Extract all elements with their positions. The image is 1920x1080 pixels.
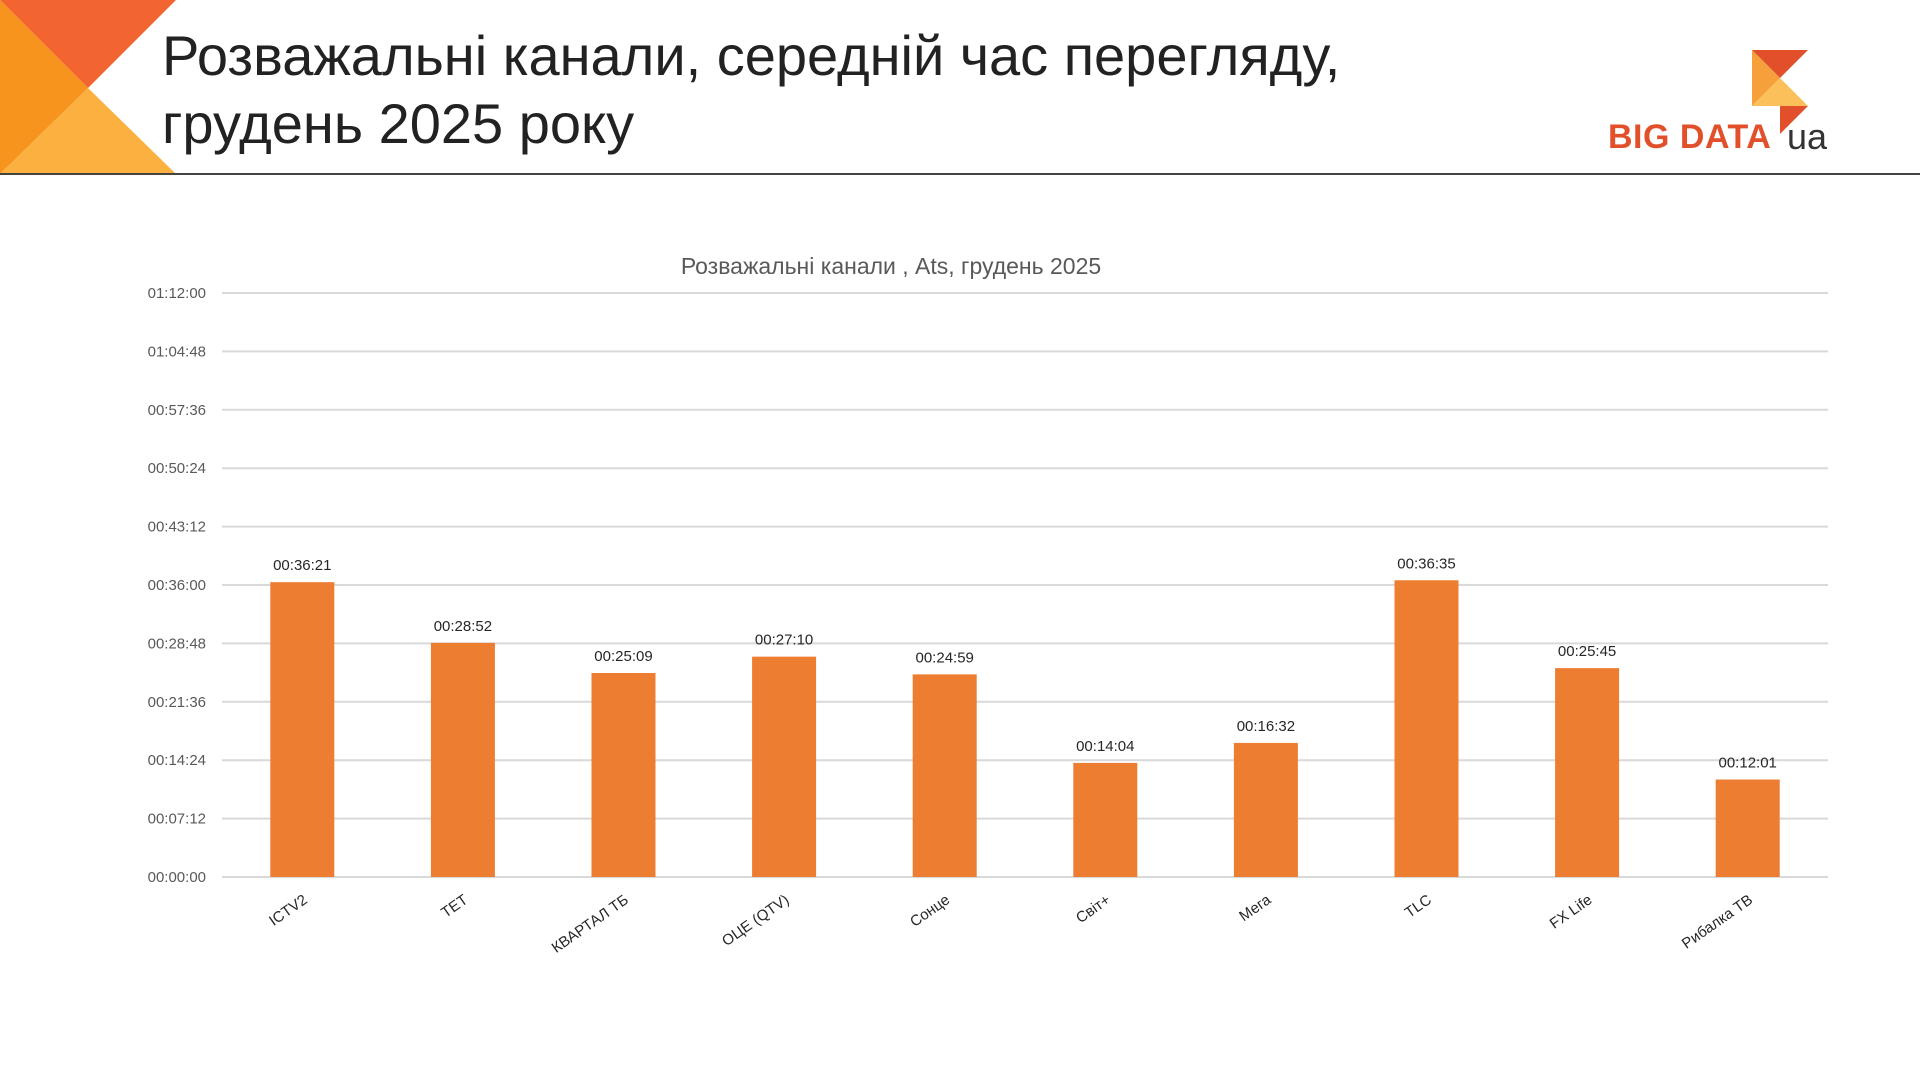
y-tick-label: 01:04:48 (148, 343, 206, 360)
x-tick-label: Рибалка ТВ (1679, 891, 1756, 952)
bar (752, 656, 817, 877)
data-label: 00:25:09 (594, 648, 652, 665)
y-tick-label: 00:50:24 (148, 460, 206, 477)
bar-chart: Розважальні канали , Ats, грудень 2025 0… (148, 253, 1828, 957)
chart-title: Розважальні канали , Ats, грудень 2025 (681, 253, 1101, 279)
x-tick-label: Сонце (907, 891, 953, 930)
x-tick-label: FX Life (1547, 891, 1596, 932)
bar (1073, 762, 1138, 877)
data-label: 00:36:21 (273, 557, 331, 574)
x-tick-label: КВАРТАЛ ТБ (549, 891, 632, 956)
y-tick-label: 00:43:12 (148, 519, 206, 536)
bar (912, 674, 977, 877)
data-label: 00:28:52 (434, 618, 492, 635)
big-data-logo-icon (1752, 50, 1808, 134)
title-divider (0, 173, 1920, 175)
y-tick-label: 01:12:00 (148, 285, 206, 302)
y-tick-label: 00:57:36 (148, 402, 206, 419)
bar (1555, 668, 1620, 877)
slide-title-line-1: Розважальні канали, середній час перегля… (162, 24, 1341, 87)
data-label: 00:12:01 (1719, 755, 1777, 772)
slide-title-line-2: грудень 2025 року (162, 92, 635, 155)
y-tick-label: 00:07:12 (148, 811, 206, 828)
y-tick-label: 00:36:00 (148, 577, 206, 594)
data-label: 00:16:32 (1237, 718, 1295, 735)
logo-suffix: ua (1787, 116, 1828, 157)
data-label: 00:36:35 (1397, 555, 1455, 572)
bar (1394, 580, 1459, 877)
logo-text: BIG DATA (1608, 118, 1772, 156)
x-tick-label: Світ+ (1073, 891, 1114, 927)
x-tick-label: ICTV2 (266, 891, 311, 929)
slide-title: Розважальні канали, середній час перегля… (162, 22, 1462, 158)
y-tick-label: 00:21:36 (148, 694, 206, 711)
bar (591, 673, 656, 877)
y-tick-label: 00:28:48 (148, 635, 206, 652)
bar (1233, 742, 1298, 877)
x-tick-label: Мега (1236, 891, 1275, 925)
data-label: 00:25:45 (1558, 643, 1616, 660)
bar (1715, 779, 1780, 877)
corner-decoration (0, 0, 176, 174)
bar (270, 582, 335, 877)
data-label: 00:24:59 (916, 649, 974, 666)
x-tick-label: TLC (1402, 891, 1435, 921)
y-tick-label: 00:14:24 (148, 752, 206, 769)
data-label: 00:27:10 (755, 632, 813, 649)
x-tick-label: ТЕТ (438, 891, 471, 921)
x-tick-label: ОЦЕ (QTV) (719, 891, 792, 950)
data-label: 00:14:04 (1076, 738, 1134, 755)
y-tick-label: 00:00:00 (148, 869, 206, 886)
bar (430, 642, 495, 877)
